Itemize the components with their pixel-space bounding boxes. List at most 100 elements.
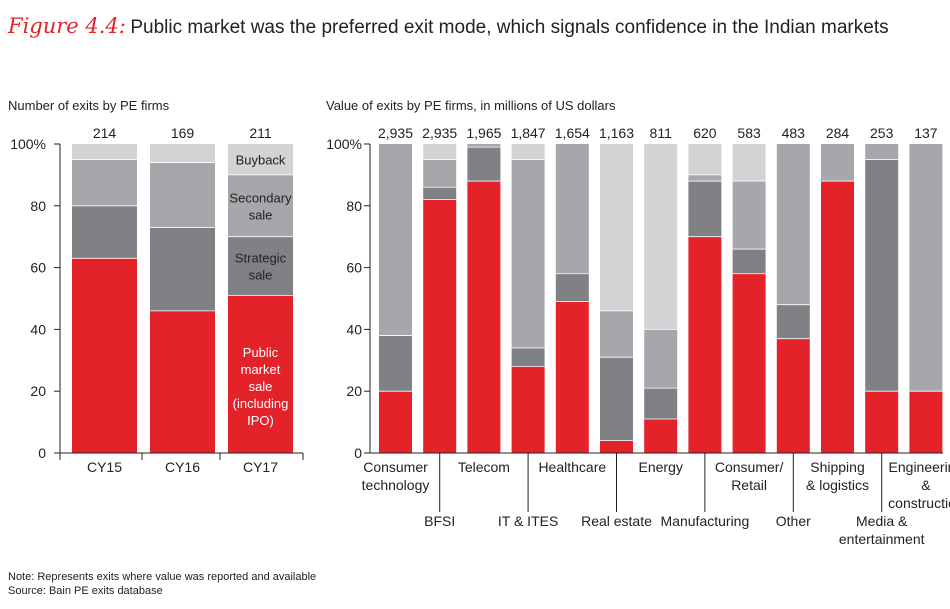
left-bar-public-market	[228, 295, 293, 453]
left-chart-subtitle: Number of exits by PE firms	[8, 98, 170, 113]
right-bar-secondary	[423, 159, 457, 188]
right-bar-strategic	[732, 249, 766, 274]
right-x-category-label: Telecom	[458, 459, 510, 475]
right-bar-secondary	[467, 144, 501, 148]
right-bar-secondary	[600, 310, 633, 358]
right-bar-total-label: 583	[737, 125, 761, 141]
left-x-tick-label: CY16	[165, 459, 200, 475]
left-y-tick-label: 80	[30, 198, 46, 214]
right-bar-buyback	[644, 144, 678, 330]
left-bar-total-label: 169	[171, 125, 195, 141]
left-bar-strategic	[150, 227, 215, 311]
figure-label: Figure 4.4:	[8, 14, 126, 38]
right-bar-total-label: 811	[650, 125, 673, 141]
legend-label-secondary: Secondary	[229, 190, 292, 205]
right-bar-total-label: 2,935	[378, 125, 413, 141]
legend-label-public-market: Public	[243, 345, 279, 360]
right-y-tick-label: 40	[346, 321, 362, 337]
right-x-category-label: construction	[888, 495, 950, 511]
right-bar-secondary	[821, 144, 854, 182]
right-bars: 2,935 2,935 1,965 1,847 1,654 1,163 811 620 583 4…	[378, 125, 943, 453]
right-bar-total-label: 2,935	[422, 125, 457, 141]
right-bar-public-market	[555, 301, 589, 453]
right-bar-public-market	[467, 181, 501, 453]
left-bar-public-market	[150, 310, 215, 453]
right-bar-public-market	[909, 391, 943, 453]
right-y-tick-label: 100%	[326, 136, 362, 152]
right-bar-public-market	[776, 338, 810, 453]
left-bar-total-label: 211	[249, 125, 272, 141]
left-x-tick-label: CY15	[87, 459, 122, 475]
right-bar-total-label: 253	[870, 125, 894, 141]
right-bar-total-label: 1,163	[599, 125, 634, 141]
right-x-category-label: IT & ITES	[498, 513, 558, 529]
right-bar-total-label: 284	[826, 125, 850, 141]
figure-title: Figure 4.4: Public market was the prefer…	[8, 14, 889, 39]
left-x-tick-label: CY17	[243, 459, 278, 475]
left-bar-public-market	[72, 258, 137, 453]
right-bar-strategic	[511, 347, 545, 367]
right-y-tick-label: 20	[346, 383, 362, 399]
left-bar-buyback	[72, 144, 137, 160]
right-x-category-label: Consumer	[363, 459, 428, 475]
right-bar-strategic	[865, 159, 899, 392]
right-bar-public-market	[379, 391, 412, 453]
legend-label-public-market: sale	[249, 379, 273, 394]
left-bar-buyback	[228, 144, 293, 175]
figure-title-text: Public market was the preferred exit mod…	[130, 17, 889, 38]
right-bar-strategic	[379, 335, 412, 392]
right-bar-secondary	[644, 329, 678, 389]
right-x-category-label: technology	[362, 477, 430, 493]
right-bar-secondary	[865, 144, 899, 160]
right-x-category-label: Shipping	[810, 459, 865, 475]
right-y-tick-label: 0	[354, 445, 362, 461]
right-bar-public-market	[732, 273, 766, 453]
right-y-tick-label: 80	[346, 198, 362, 214]
right-bar-buyback	[600, 144, 633, 311]
right-x-category-label: Retail	[731, 477, 767, 493]
legend-label-public-market: (including	[233, 396, 289, 411]
left-y-tick-label: 0	[38, 445, 46, 461]
source-text: Source: Bain PE exits database	[8, 585, 163, 597]
note-text: Note: Represents exits where value was r…	[8, 571, 317, 583]
right-x-category-label: Manufacturing	[661, 513, 750, 529]
right-y-axis: 0 20 40 60 80 100%	[326, 136, 371, 461]
right-bar-buyback	[688, 144, 722, 175]
right-x-category-label: & logistics	[806, 477, 869, 493]
right-x-category-label: BFSI	[424, 513, 455, 529]
right-bar-strategic	[600, 357, 633, 441]
left-bar-buyback	[150, 144, 215, 163]
right-x-category-label: Other	[776, 513, 811, 529]
right-bar-secondary	[732, 181, 766, 250]
right-bar-public-market	[511, 366, 545, 453]
right-bar-total-label: 483	[782, 125, 806, 141]
left-y-axis: 0 20 40 60 80 100%	[10, 136, 61, 461]
right-bar-strategic	[423, 187, 457, 200]
left-bar-secondary	[72, 159, 137, 206]
right-bar-strategic	[776, 304, 810, 339]
left-bars: 214 169 211	[72, 125, 293, 453]
right-bar-secondary	[555, 144, 589, 274]
legend-label-public-market: market	[241, 362, 281, 377]
left-y-tick-label: 60	[30, 260, 46, 276]
right-x-category-label: entertainment	[839, 531, 925, 547]
right-bar-secondary	[776, 144, 810, 305]
right-y-tick-label: 60	[346, 260, 362, 276]
right-bar-total-label: 620	[693, 125, 717, 141]
legend-label-strategic: Strategic	[235, 251, 287, 266]
left-bar-strategic	[228, 236, 293, 296]
right-x-category-label: Healthcare	[538, 459, 606, 475]
notes: Note: Represents exits where value was r…	[8, 570, 316, 598]
left-bar-secondary	[228, 174, 293, 237]
right-bar-strategic	[688, 181, 722, 237]
right-bar-total-label: 1,847	[511, 125, 546, 141]
right-x-category-label: Energy	[639, 459, 683, 475]
right-bar-public-market	[688, 236, 722, 453]
right-bar-total-label: 1,965	[466, 125, 501, 141]
right-bar-public-market	[821, 181, 854, 453]
right-x-category-label: Real estate	[581, 513, 652, 529]
left-y-tick-label: 100%	[10, 136, 46, 152]
left-bar-total-label: 214	[93, 125, 117, 141]
right-x-category-label: Engineering	[889, 459, 950, 475]
